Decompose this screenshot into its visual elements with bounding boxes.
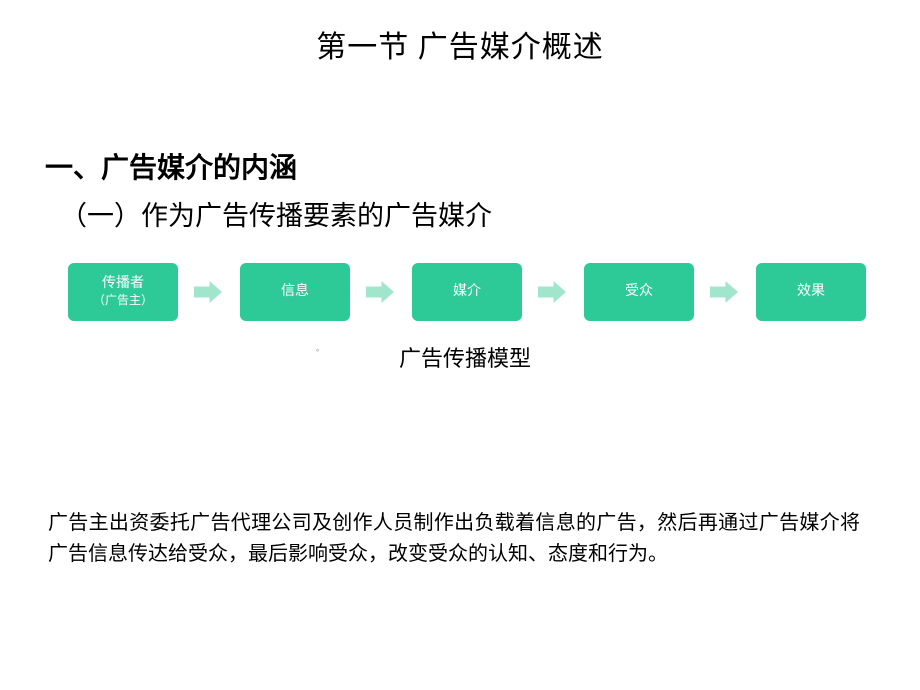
flow-node: 媒介 (412, 263, 522, 321)
body-paragraph: 广告主出资委托广告代理公司及创作人员制作出负载着信息的广告，然后再通过广告媒介将… (0, 508, 920, 570)
flow-node-label: 信息 (281, 283, 309, 301)
page-title: 第一节 广告媒介概述 (0, 0, 920, 66)
flow-arrow-icon (710, 281, 738, 303)
flow-node-sublabel: （广告主） (93, 293, 153, 309)
flow-node-label: 受众 (625, 283, 653, 301)
flow-arrow-icon (194, 281, 222, 303)
heading-2: （一）作为广告传播要素的广告媒介 (0, 194, 920, 233)
heading-1: 一、广告媒介的内涵 (0, 146, 920, 186)
flow-caption: 广告传播模型 (0, 341, 920, 373)
flow-node-label: 效果 (797, 283, 825, 301)
flow-node-label: 媒介 (453, 283, 481, 301)
flow-arrow-icon (538, 281, 566, 303)
flow-arrow-icon (366, 281, 394, 303)
flow-node: 信息 (240, 263, 350, 321)
flowchart: 传播者（广告主） 信息 媒介 受众 效果 (0, 263, 920, 321)
flow-node-label: 传播者 (102, 275, 144, 293)
flow-node: 传播者（广告主） (68, 263, 178, 321)
flow-node: 效果 (756, 263, 866, 321)
stray-mark: 。 (316, 341, 325, 354)
flow-node: 受众 (584, 263, 694, 321)
